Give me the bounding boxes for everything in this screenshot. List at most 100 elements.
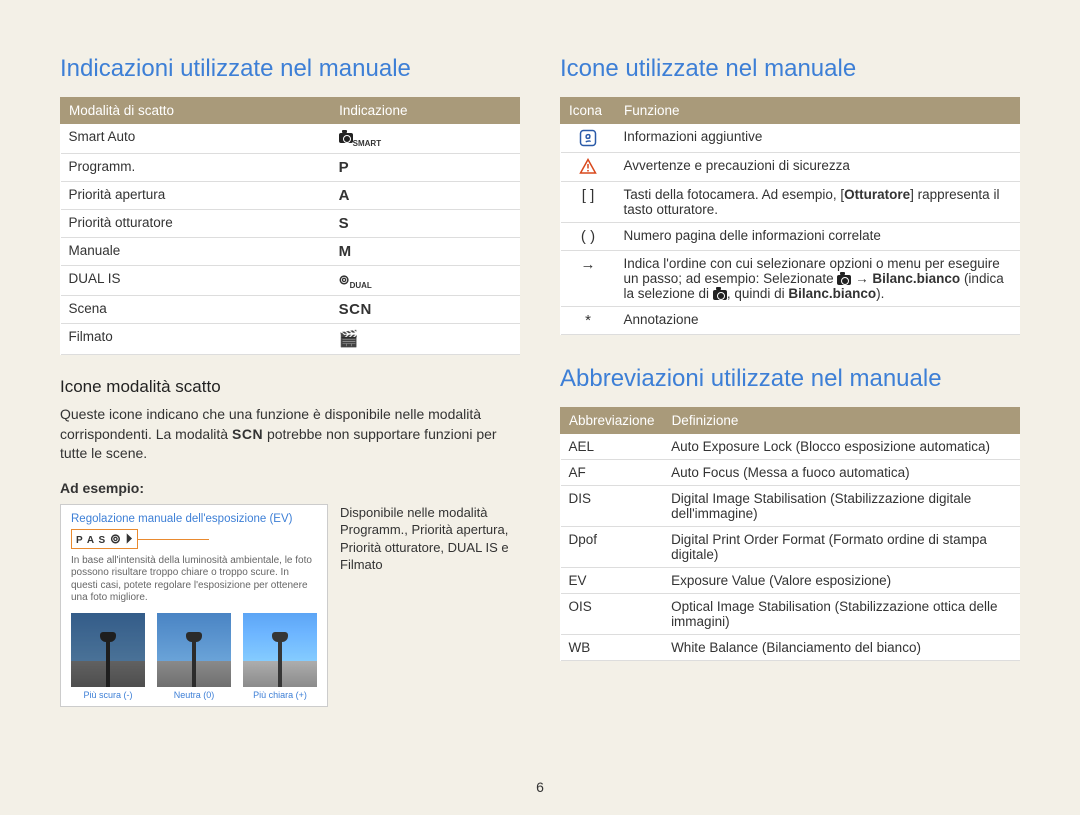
- table-row: WBWhite Balance (Bilanciamento del bianc…: [561, 635, 1020, 661]
- definition-cell: Digital Print Order Format (Formato ordi…: [663, 527, 1019, 568]
- table-row: Priorità aperturaA: [61, 182, 520, 210]
- table-row: DUAL IS⊚DUAL: [61, 266, 520, 296]
- table-row: Filmato🎬: [61, 324, 520, 355]
- table-row: AELAuto Exposure Lock (Blocco esposizion…: [561, 434, 1020, 460]
- icon-cell: →: [561, 251, 616, 307]
- table-row: [ ]Tasti della fotocamera. Ad esempio, […: [561, 182, 1020, 223]
- abbr-cell: WB: [561, 635, 664, 661]
- table-row: EVExposure Value (Valore esposizione): [561, 568, 1020, 594]
- indication-cell: SCN: [331, 296, 520, 324]
- table-row: DISDigital Image Stabilisation (Stabiliz…: [561, 486, 1020, 527]
- warning-icon: [579, 158, 597, 176]
- thumb-cap-1: Neutra (0): [157, 690, 231, 700]
- abbr-table: Abbreviazione Definizione AELAuto Exposu…: [560, 407, 1020, 661]
- modes-th-ind: Indicazione: [331, 98, 520, 124]
- abbr-cell: OIS: [561, 594, 664, 635]
- thumbs: Più scura (-) Neutra (0) Più chiara (+): [71, 613, 317, 700]
- function-cell: Indica l'ordine con cui selezionare opzi…: [616, 251, 1020, 307]
- definition-cell: Optical Image Stabilisation (Stabilizzaz…: [663, 594, 1019, 635]
- mode-cell: Manuale: [61, 238, 331, 266]
- thumb-cap-2: Più chiara (+): [243, 690, 317, 700]
- icons-table: Icona Funzione Informazioni aggiuntiveAv…: [560, 97, 1020, 335]
- abbr-title: Abbreviazioni utilizzate nel manuale: [560, 365, 1020, 393]
- abbr-th-abbr: Abbreviazione: [561, 408, 664, 434]
- table-row: OISOptical Image Stabilisation (Stabiliz…: [561, 594, 1020, 635]
- icon-cell: ( ): [561, 223, 616, 251]
- sub-title: Icone modalità scatto: [60, 377, 520, 397]
- definition-cell: Auto Exposure Lock (Blocco esposizione a…: [663, 434, 1019, 460]
- example-caption: Disponibile nelle modalità Programm., Pr…: [340, 504, 520, 574]
- thumb-cap-0: Più scura (-): [71, 690, 145, 700]
- thumb-darker: Più scura (-): [71, 613, 145, 700]
- thumb-lighter: Più chiara (+): [243, 613, 317, 700]
- function-cell: Tasti della fotocamera. Ad esempio, [Ott…: [616, 182, 1020, 223]
- indication-cell: S: [331, 210, 520, 238]
- abbr-cell: Dpof: [561, 527, 664, 568]
- definition-cell: Auto Focus (Messa a fuoco automatica): [663, 460, 1019, 486]
- example-title: Regolazione manuale dell'esposizione (EV…: [71, 513, 317, 529]
- definition-cell: Digital Image Stabilisation (Stabilizzaz…: [663, 486, 1019, 527]
- mode-cell: Smart Auto: [61, 124, 331, 154]
- mode-cell: Priorità apertura: [61, 182, 331, 210]
- example-desc: In base all'intensità della luminosità a…: [71, 555, 317, 605]
- icon-cell: [ ]: [561, 182, 616, 223]
- definition-cell: Exposure Value (Valore esposizione): [663, 568, 1019, 594]
- function-cell: Annotazione: [616, 307, 1020, 335]
- indication-cell: 🎬: [331, 324, 520, 355]
- table-row: ScenaSCN: [61, 296, 520, 324]
- abbr-cell: AEL: [561, 434, 664, 460]
- mode-strip-text: P A S: [76, 535, 106, 546]
- mode-cell: DUAL IS: [61, 266, 331, 296]
- thumb-neutral: Neutra (0): [157, 613, 231, 700]
- icons-th-func: Funzione: [616, 98, 1020, 124]
- function-cell: Informazioni aggiuntive: [616, 124, 1020, 153]
- abbr-cell: DIS: [561, 486, 664, 527]
- dual-icon: ⊚: [110, 531, 122, 546]
- example-box: Regolazione manuale dell'esposizione (EV…: [60, 504, 328, 707]
- ad-esempio-label: Ad esempio:: [60, 480, 520, 496]
- function-cell: Numero pagina delle informazioni correla…: [616, 223, 1020, 251]
- table-row: Smart AutoSMART: [61, 124, 520, 154]
- table-row: ( )Numero pagina delle informazioni corr…: [561, 223, 1020, 251]
- indication-cell: P: [331, 154, 520, 182]
- table-row: →Indica l'ordine con cui selezionare opz…: [561, 251, 1020, 307]
- icon-cell: *: [561, 307, 616, 335]
- example-wrap: Regolazione manuale dell'esposizione (EV…: [60, 504, 520, 707]
- mode-cell: Priorità otturatore: [61, 210, 331, 238]
- info-icon: [579, 129, 597, 147]
- table-row: Programm.P: [61, 154, 520, 182]
- right-column: Icone utilizzate nel manuale Icona Funzi…: [560, 55, 1020, 707]
- definition-cell: White Balance (Bilanciamento del bianco): [663, 635, 1019, 661]
- indication-cell: SMART: [331, 124, 520, 154]
- icons-th-icon: Icona: [561, 98, 616, 124]
- icon-cell: [561, 153, 616, 182]
- sub-text-scn: SCN: [232, 426, 263, 442]
- sub-text: Queste icone indicano che una funzione è…: [60, 405, 520, 464]
- icon-cell: [561, 124, 616, 153]
- mode-cell: Programm.: [61, 154, 331, 182]
- table-row: Priorità otturatoreS: [61, 210, 520, 238]
- modes-table: Modalità di scatto Indicazione Smart Aut…: [60, 97, 520, 355]
- abbr-th-def: Definizione: [663, 408, 1019, 434]
- indication-cell: ⊚DUAL: [331, 266, 520, 296]
- mode-cell: Scena: [61, 296, 331, 324]
- left-column: Indicazioni utilizzate nel manuale Modal…: [60, 55, 520, 707]
- indication-cell: A: [331, 182, 520, 210]
- page-number: 6: [536, 779, 544, 795]
- function-cell: Avvertenze e precauzioni di sicurezza: [616, 153, 1020, 182]
- icons-title: Icone utilizzate nel manuale: [560, 55, 1020, 83]
- table-row: Informazioni aggiuntive: [561, 124, 1020, 153]
- table-row: *Annotazione: [561, 307, 1020, 335]
- mode-strip: P A S ⊚ ⏵: [71, 529, 138, 549]
- table-row: Avvertenze e precauzioni di sicurezza: [561, 153, 1020, 182]
- modes-th-mode: Modalità di scatto: [61, 98, 331, 124]
- table-row: DpofDigital Print Order Format (Formato …: [561, 527, 1020, 568]
- abbr-cell: AF: [561, 460, 664, 486]
- indication-cell: M: [331, 238, 520, 266]
- left-title: Indicazioni utilizzate nel manuale: [60, 55, 520, 83]
- abbr-cell: EV: [561, 568, 664, 594]
- table-row: AFAuto Focus (Messa a fuoco automatica): [561, 460, 1020, 486]
- table-row: ManualeM: [61, 238, 520, 266]
- film-icon: ⏵: [126, 531, 134, 546]
- mode-cell: Filmato: [61, 324, 331, 355]
